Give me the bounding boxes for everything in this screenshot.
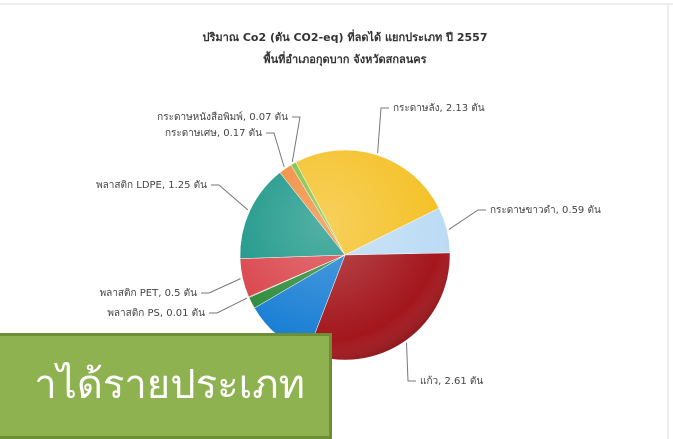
chart-title: ปริมาณ Co2 (ตัน CO2-eq) ที่ลดได้ แยกประเ… — [203, 29, 488, 44]
data-label: กระดาษขาวดำ, 0.59 ตัน — [490, 205, 601, 216]
data-label: แก้ว, 2.61 ตัน — [420, 375, 483, 387]
leader-line — [209, 297, 248, 314]
data-label: กระดาษเศษ, 0.17 ตัน — [165, 128, 262, 139]
chart-subtitle: พื้นที่อำเภอกุดบาก จังหวัดสกลนคร — [263, 51, 426, 67]
data-label: พลาสติก LDPE, 1.25 ตัน — [96, 180, 207, 191]
leader-line — [266, 132, 285, 168]
leader-line — [201, 278, 241, 294]
leader-line — [377, 107, 389, 154]
data-label: พลาสติก PET, 0.5 ตัน — [100, 288, 198, 299]
leader-line — [211, 184, 249, 211]
data-label: กระดาษหนังสือพิมพ์, 0.07 ตัน — [157, 111, 288, 123]
overlay-box: าได้รายประเภท — [0, 333, 332, 439]
overlay-text: าได้รายประเภท — [34, 362, 305, 408]
data-label: กระดาษลัง, 2.13 ตัน — [393, 103, 485, 114]
leader-line — [406, 342, 416, 382]
leader-line — [448, 209, 486, 230]
data-label: พลาสติก PS, 0.01 ตัน — [107, 308, 205, 319]
leader-line — [291, 116, 301, 162]
